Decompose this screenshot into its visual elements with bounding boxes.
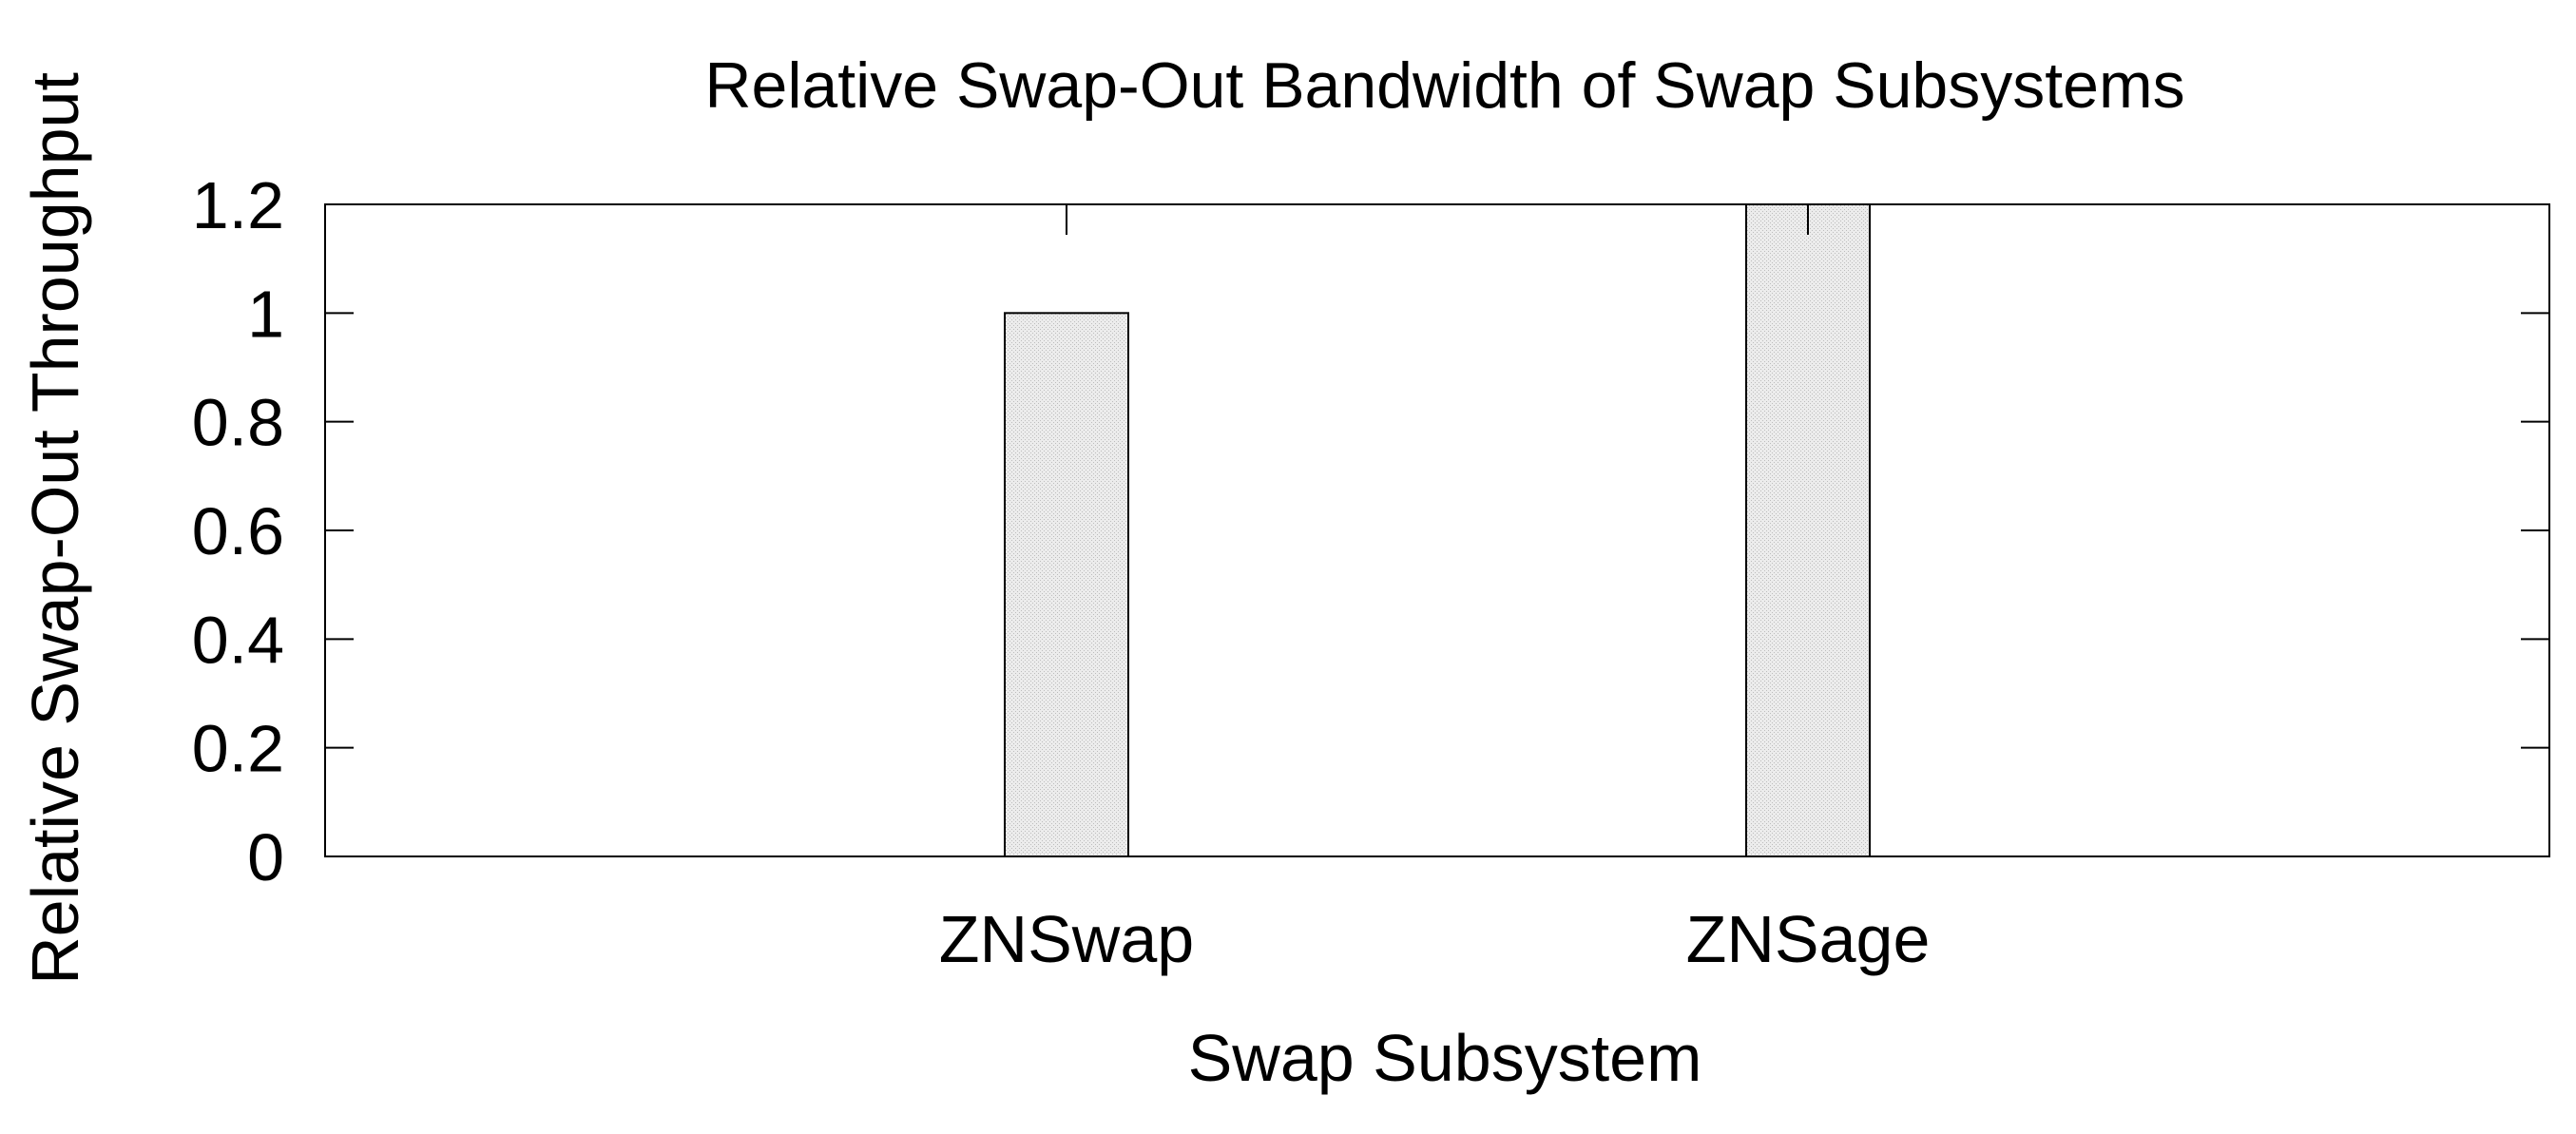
y-tick-label: 0.8 <box>192 386 284 460</box>
x-category-label: ZNSwap <box>939 902 1194 976</box>
y-tick-label: 0 <box>247 820 284 894</box>
y-tick-label: 1 <box>247 277 284 351</box>
bars <box>1004 203 1871 858</box>
bar-znsage <box>1745 203 1871 857</box>
y-tick-label: 0.4 <box>192 603 284 677</box>
chart-title: Relative Swap-Out Bandwidth of Swap Subs… <box>704 49 2184 122</box>
plot-frame <box>324 203 2550 857</box>
y-axis-ticks: 0 0.2 0.4 0.6 0.8 1 1.2 <box>192 168 2549 894</box>
x-axis-label: Swap Subsystem <box>1188 1021 1702 1095</box>
bar-znswap <box>1004 312 1129 858</box>
y-axis-label: Relative Swap-Out Throughput <box>18 72 92 985</box>
y-tick-label: 0.6 <box>192 494 284 568</box>
x-category-label: ZNSage <box>1686 902 1931 976</box>
y-tick-label: 1.2 <box>192 168 284 242</box>
y-tick-label: 0.2 <box>192 712 284 786</box>
x-axis-categories: ZNSwap ZNSage <box>939 902 1931 976</box>
